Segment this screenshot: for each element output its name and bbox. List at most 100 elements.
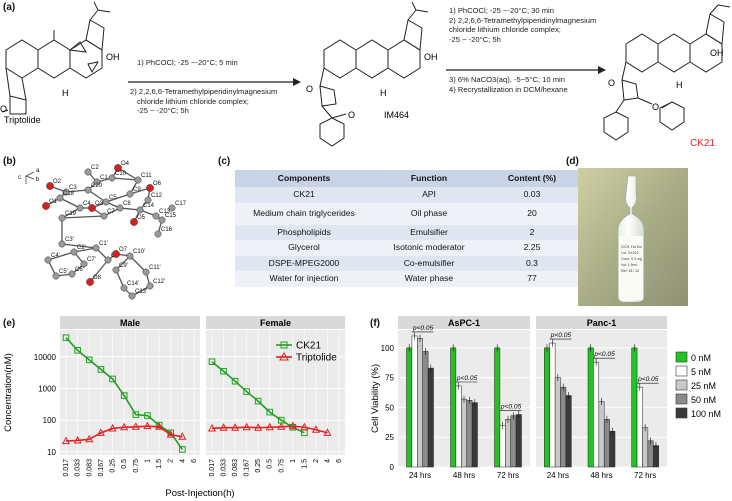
data-point — [109, 375, 116, 383]
legend-label: CK21 — [296, 341, 321, 352]
legend-swatch — [675, 393, 688, 405]
crystal-atom-label: C11' — [149, 265, 161, 271]
table-row: Phospholipids Emulsifier 2 — [235, 224, 579, 240]
crystal-atom — [62, 188, 70, 196]
pvalue-label: p<0.05 — [593, 351, 615, 358]
crystal-atom — [136, 206, 144, 214]
legend-label: Triptolide — [296, 353, 337, 364]
crystal-atom-label: C5' — [59, 269, 68, 275]
bar — [494, 347, 501, 468]
table-header-row: Components Function Content (%) — [235, 170, 579, 187]
x-tick-label: 0.25 — [255, 459, 262, 473]
vial-emulsion — [619, 236, 643, 300]
data-point — [242, 422, 251, 431]
crystal-atom — [168, 204, 176, 212]
table-row: Medium chain triglycerides Oil phase 20 — [235, 202, 579, 225]
legend-label: 50 nM — [691, 395, 716, 405]
pvalue-label: p<0.05 — [412, 325, 434, 332]
bar — [554, 377, 561, 468]
table-cell: 20 — [485, 202, 579, 225]
legend-swatch — [675, 379, 688, 391]
series-line-ck21 — [65, 337, 184, 450]
data-point — [108, 423, 117, 432]
facet-title: Female — [260, 318, 291, 328]
data-point — [143, 421, 152, 430]
crystal-atom-label: O4 — [121, 161, 130, 167]
facet-title: AsPC-1 — [448, 318, 480, 328]
crystal-atom — [158, 216, 166, 224]
x-tick-label: 2 — [313, 459, 320, 463]
crystal-atom-label: C11 — [141, 173, 152, 179]
crystal-bond — [89, 259, 109, 283]
panel-label-c: (c) — [218, 156, 231, 167]
facet-strip — [60, 316, 200, 329]
vial-label-line: CK21 Fat Em — [621, 245, 642, 249]
x-tick-label: 1.5 — [301, 459, 308, 469]
y-tick-label: 1000 — [38, 385, 56, 394]
step2-cond-6: 4) Recrystallization in DCM/hexane — [449, 84, 568, 94]
x-tick-label: 72 hrs — [497, 471, 519, 480]
crystal-atom-label: C12' — [153, 279, 165, 285]
bar — [598, 401, 605, 468]
crystal-atom — [84, 168, 92, 176]
crystal-atom — [120, 284, 128, 292]
table-header: Components — [235, 170, 373, 187]
crystal-atom-label: C3' — [65, 237, 74, 243]
x-axis-label: Post-Injection(h) — [165, 488, 234, 499]
x-tick-label: 0.017 — [63, 459, 70, 477]
vial-label-line: Ref: 18 / 12 — [621, 269, 639, 273]
data-point — [96, 428, 105, 436]
bar — [544, 347, 550, 468]
data-point — [85, 356, 93, 364]
data-point — [300, 422, 309, 431]
bar — [593, 361, 600, 468]
legend-swatch — [675, 365, 688, 377]
h-label-2: H — [380, 88, 387, 98]
legend-swatch — [675, 351, 688, 363]
crystal-atom-label: C3 — [69, 185, 77, 191]
step2-cond-2: 2) 2,2,6,6-Tetramethylpiperidinylmagnesi… — [449, 15, 597, 25]
data-point — [144, 412, 151, 419]
bar — [587, 347, 594, 468]
data-point — [277, 422, 286, 430]
o-label-3a: O — [608, 78, 615, 88]
data-point — [231, 423, 240, 431]
crystal-atom-label: C17 — [175, 201, 187, 207]
bar — [515, 414, 522, 468]
composition-table-wrap: Components Function Content (%) CK21 API 0… — [235, 170, 579, 287]
data-point — [73, 435, 82, 444]
bar — [455, 385, 462, 468]
crystal-atom-label: O1 — [49, 199, 58, 205]
bar — [417, 338, 423, 468]
crystal-atom-label: C20 — [91, 183, 103, 189]
data-point — [243, 388, 250, 395]
bar — [631, 347, 638, 468]
data-point — [120, 392, 128, 399]
crystal-bond — [105, 193, 131, 203]
facet-strip — [398, 316, 530, 329]
x-tick-label: 0.033 — [75, 459, 82, 477]
step1-cond-3: chloride lithium chloride complex; — [137, 96, 249, 106]
crystal-atom — [126, 190, 134, 198]
data-point — [254, 423, 263, 431]
data-point — [120, 422, 129, 431]
data-point — [266, 408, 274, 416]
pvalue-label: p<0.05 — [637, 376, 659, 383]
panel-label-a: (a) — [3, 2, 16, 13]
crystal-atom-label: C18 — [63, 191, 75, 197]
x-tick-label: 72 hrs — [634, 471, 656, 480]
o-label-3b: O — [652, 102, 659, 112]
table-cell: Emulsifier — [373, 224, 485, 240]
bar — [471, 402, 478, 468]
y-axis-label: Cell Viability (%) — [370, 364, 381, 433]
axis-a: a — [36, 168, 40, 174]
table-row: Water for injection Water phase 77 — [235, 271, 579, 287]
crystal-atom-label: O7 — [119, 247, 128, 253]
legend-label: 5 nM — [691, 367, 711, 377]
vial-label-line: Vol: 1.5mL — [621, 263, 638, 267]
x-tick-label: 0.25 — [110, 459, 117, 473]
x-tick-label: 48 hrs — [453, 471, 475, 480]
crystal-atom — [88, 204, 96, 212]
y-tick-label: 0 — [390, 463, 395, 472]
data-point — [131, 422, 140, 430]
